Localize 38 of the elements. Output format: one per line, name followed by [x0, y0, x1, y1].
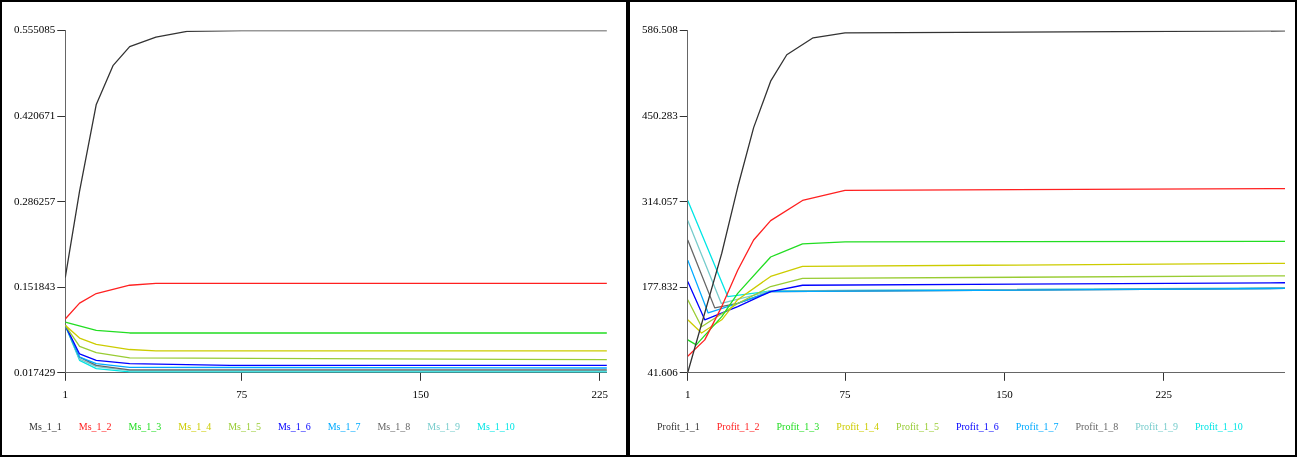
x-tick-label: 150 — [996, 388, 1014, 401]
text: Profit_1_4 — [836, 420, 880, 432]
text: Profit_1_6 — [955, 420, 999, 432]
x-tick-label: 150 — [412, 388, 430, 401]
x-tick-label: 1 — [685, 388, 691, 401]
x-tick-label: 225 — [591, 388, 609, 401]
y-tick-label: 0.286257 — [14, 194, 56, 207]
text: Profit_1_1 — [657, 420, 700, 432]
y-tick-label: 0.017429 — [14, 365, 56, 378]
text: Profit_1_3 — [776, 420, 820, 432]
y-tick-label: 177.832 — [642, 280, 678, 293]
text: Profit_1_8 — [1075, 420, 1119, 432]
y-tick-label: 314.057 — [642, 194, 679, 207]
text: Ms_1_10 — [477, 420, 515, 432]
text: Profit_1_7 — [1015, 420, 1059, 432]
y-tick-label: 450.283 — [642, 109, 679, 122]
text: Profit_1_10 — [1195, 420, 1243, 432]
x-tick-label: 225 — [1155, 388, 1173, 401]
x-tick-label: 75 — [236, 388, 248, 401]
text: Ms_1_5 — [228, 420, 261, 432]
y-tick-label: 0.555085 — [14, 23, 56, 36]
text: Profit_1_2 — [716, 420, 760, 432]
text: Ms_1_6 — [277, 420, 311, 432]
text: Profit_1_9 — [1135, 420, 1179, 432]
text: Ms_1_8 — [377, 420, 411, 432]
x-tick-label: 75 — [839, 388, 852, 401]
y-tick-label: 586.508 — [642, 23, 679, 36]
text: Ms_1_4 — [178, 420, 212, 432]
y-tick-label: 41.606 — [647, 365, 679, 378]
text: Ms_1_1 — [29, 420, 62, 432]
text: Ms_1_3 — [128, 420, 162, 432]
text: Profit_1_5 — [896, 420, 939, 432]
x-tick-label: 1 — [62, 388, 68, 401]
text: Ms_1_7 — [327, 420, 361, 432]
text: Ms_1_9 — [427, 420, 461, 432]
text: Ms_1_2 — [78, 420, 112, 432]
y-tick-label: 0.420671 — [14, 109, 56, 122]
y-tick-label: 0.151843 — [14, 280, 56, 293]
